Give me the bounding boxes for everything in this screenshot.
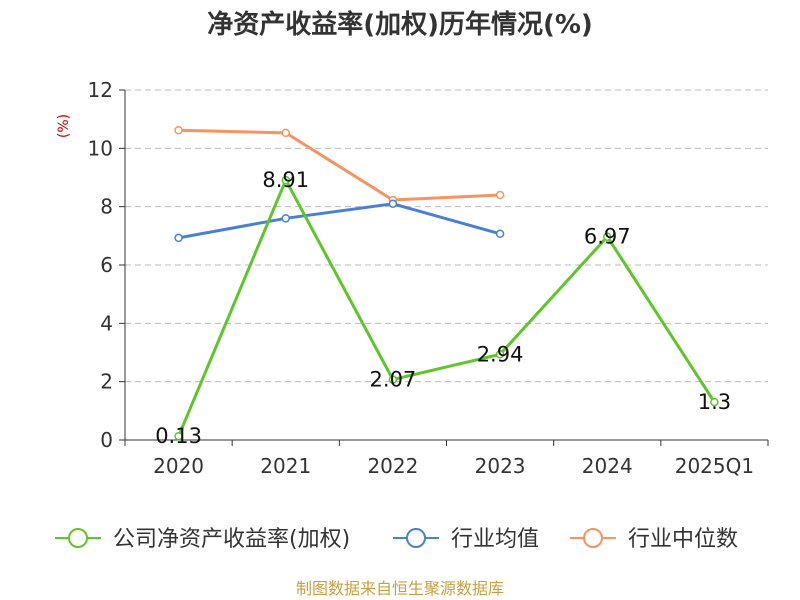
data-point [603,232,612,241]
data-label: 0.13 [155,424,202,448]
data-point [281,214,290,223]
data-label: 6.97 [584,225,631,249]
axes: 0 2 4 6 8 10 12 2020 2021 2022 2023 2024 2025Q1 [88,78,769,478]
series-line [178,202,501,240]
y-tick-label: 10 [88,136,113,160]
series-line [178,128,501,202]
source-note: 制图数据来自恒生聚源数据库 [296,579,504,598]
data-point [281,128,290,138]
grid-lines [125,89,768,383]
x-tick-label: 2024 [582,454,633,478]
data-label: 2.94 [477,342,524,366]
legend-label: 行业中位数 [628,527,738,552]
data-point [174,126,183,135]
data-point [710,397,719,407]
data-point [495,350,505,359]
data-labels: 0.13 8.91 2.07 2.94 6.97 1.3 [155,168,731,448]
chart-title: 净资产收益率(加权)历年情况(%) [207,9,593,40]
x-tick-label: 2022 [367,454,418,478]
x-tick-label: 2025Q1 [675,454,754,478]
data-point [174,233,183,243]
y-tick-label: 0 [100,428,113,452]
data-point [495,190,505,200]
x-tick-label: 2021 [260,454,311,478]
legend: 公司净资产收益率(加权) 行业均值 行业中位数 [55,527,738,552]
data-point [495,229,505,239]
legend-label: 行业均值 [451,527,539,552]
legend-marker [68,528,88,548]
data-label: 1.3 [698,390,731,414]
data-label: 2.07 [370,368,417,392]
y-tick-label: 4 [100,311,113,335]
x-tick-label: 2023 [475,454,526,478]
y-tick-label: 8 [100,195,113,219]
data-point [281,175,290,185]
data-point [388,199,398,208]
x-tick-label: 2020 [153,454,204,478]
legend-marker [406,528,426,548]
data-point [388,375,398,384]
series-line [177,178,716,437]
data-label: 8.91 [262,168,309,192]
series-lines [174,126,719,441]
y-tick-label: 6 [100,253,113,277]
data-point [174,431,183,441]
legend-marker [583,528,603,548]
legend-label: 公司净资产收益率(加权) [113,527,350,552]
y-tick-label: 2 [100,370,113,394]
y-tick-label: 12 [88,78,113,102]
y-axis-label: (%) [56,114,72,138]
